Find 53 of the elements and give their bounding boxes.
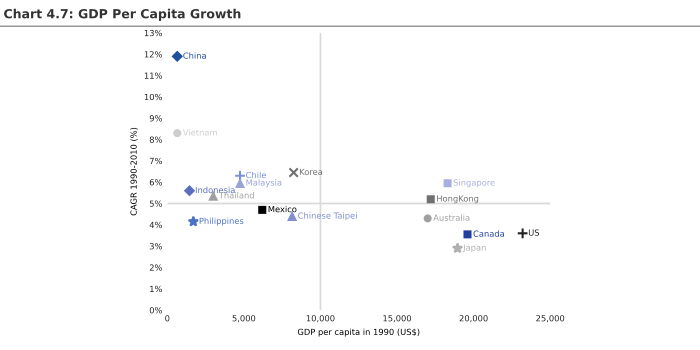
series-label: Chile: [246, 172, 266, 178]
point: [172, 50, 183, 62]
series-label: Mexico: [268, 206, 296, 212]
series-label: Singapore: [454, 179, 495, 188]
point: [234, 170, 246, 182]
point: [184, 185, 195, 196]
x-tick-label: 10,000: [306, 315, 334, 322]
x-tick-label: 5,000: [232, 315, 256, 322]
point: [258, 206, 266, 214]
point: [288, 167, 299, 178]
point: [426, 195, 435, 204]
series-label: Thailand: [218, 192, 254, 198]
series-label: US: [528, 229, 540, 236]
point: [463, 230, 472, 238]
y-tick-label: 10%: [144, 94, 162, 100]
y-tick-label: 9%: [150, 115, 162, 122]
y-tick-label: 8%: [150, 136, 162, 143]
y-tick-label: 13%: [144, 30, 162, 36]
series-label: HongKong: [437, 195, 478, 204]
y-tick-label: 7%: [150, 158, 162, 164]
y-tick-label: 3%: [150, 243, 162, 250]
series-label: Australia: [433, 214, 470, 221]
point: [444, 179, 452, 188]
series-label: Indonesia: [196, 186, 235, 194]
point: [424, 214, 432, 222]
y-tick-label: 6%: [150, 179, 162, 186]
x-tick-label: 25,000: [536, 315, 564, 322]
y-axis-title: CAGR 1990-2010 (%): [130, 128, 138, 216]
series-label: China: [183, 52, 206, 59]
series-label: Chinese Taipei: [298, 212, 357, 220]
y-tick-label: 2%: [150, 264, 162, 271]
series-label: Japan: [462, 244, 486, 252]
series-label: Korea: [300, 168, 322, 175]
series-label: Canada: [474, 230, 504, 237]
y-tick-label: 4%: [150, 222, 162, 228]
y-tick-label: 0%: [150, 307, 162, 314]
x-tick-label: 0: [165, 315, 170, 322]
x-axis-title: GDP per capita in 1990 (US$): [298, 328, 420, 337]
series-label: Malaysia: [246, 179, 282, 188]
point: [235, 178, 245, 188]
point: [516, 227, 529, 240]
y-tick-label: 5%: [150, 200, 162, 207]
point: [287, 212, 297, 221]
point: [173, 129, 182, 138]
x-tick-label: 20,000: [460, 315, 488, 322]
y-tick-label: 12%: [144, 51, 162, 58]
y-tick-label: 11%: [144, 72, 162, 79]
x-tick-label: 15,000: [383, 315, 412, 322]
point: [452, 242, 464, 254]
point: [188, 216, 200, 227]
series-label: Philippines: [200, 218, 244, 226]
y-tick-label: 1%: [150, 286, 162, 292]
chart-title: Chart 4.7: GDP Per Capita Growth: [4, 8, 240, 21]
